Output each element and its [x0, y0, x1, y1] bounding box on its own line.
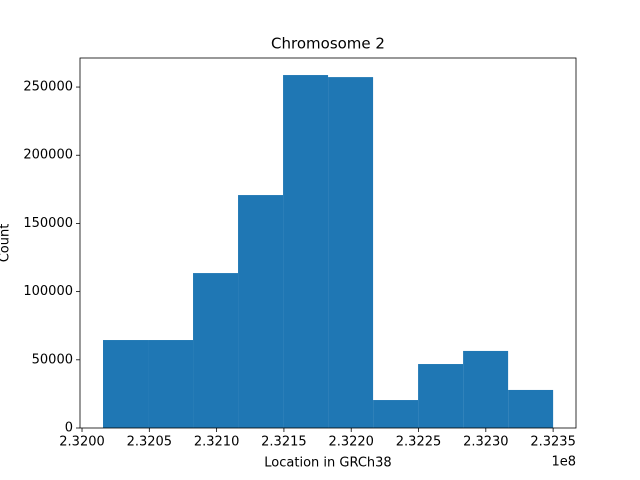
chart-title: Chromosome 2: [271, 35, 385, 53]
y-axis-label: Count: [0, 224, 13, 263]
x-tick-label: 2.3210: [194, 435, 240, 450]
bar: [103, 340, 149, 428]
y-tick-label: 200000: [23, 148, 73, 163]
x-tick-label: 2.3220: [328, 435, 374, 450]
bar: [238, 195, 284, 428]
y-tick-label: 250000: [23, 80, 73, 95]
x-tick-label: 2.3230: [463, 435, 509, 450]
y-tick-label: 100000: [23, 284, 73, 299]
plot-frame: [79, 57, 577, 429]
x-tick-label: 2.3235: [530, 435, 576, 450]
bar: [463, 350, 509, 428]
x-tick-label: 2.3215: [261, 435, 307, 450]
bar: [508, 389, 554, 428]
bar: [373, 400, 419, 428]
bar: [283, 75, 329, 428]
x-offset-label: 1e8: [551, 455, 576, 470]
bar: [148, 340, 194, 428]
y-tick-label: 50000: [32, 352, 73, 367]
x-axis-label: Location in GRCh38: [264, 456, 391, 471]
bar: [328, 77, 374, 428]
x-tick-label: 2.3225: [396, 435, 442, 450]
y-tick-label: 150000: [23, 216, 73, 231]
bar: [193, 273, 239, 428]
x-tick-label: 2.3205: [127, 435, 173, 450]
x-tick-label: 2.3200: [59, 435, 105, 450]
bar: [418, 364, 464, 428]
y-tick-label: 0: [65, 421, 73, 436]
